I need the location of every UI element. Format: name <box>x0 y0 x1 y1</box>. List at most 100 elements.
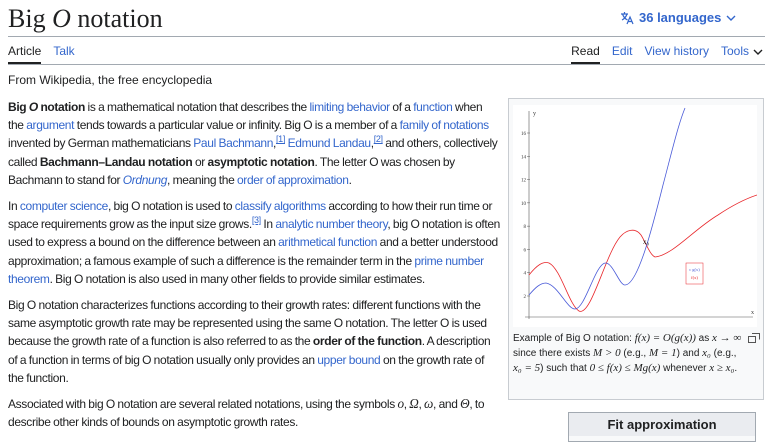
text-run: on the growth rate of the function. <box>8 352 485 385</box>
divider <box>8 64 765 65</box>
text-run: according to how their run time or space… <box>8 199 493 232</box>
link[interactable]: order of approximation <box>236 172 349 187</box>
text-run: Big <box>8 100 29 114</box>
text-run: Θ <box>460 396 470 412</box>
text-run: ω <box>424 396 433 412</box>
text-run: f(x) = O(g(x)) <box>634 332 696 344</box>
y-tick-label: 2 <box>524 295 527 300</box>
text-run: Example of Big O notation: <box>513 333 635 344</box>
link[interactable]: [2] <box>373 134 383 145</box>
paragraph: Associated with big O notation are sever… <box>8 395 500 431</box>
article-body: Big O notation is a mathematical notatio… <box>8 98 500 439</box>
text-run: M > 0 <box>593 347 621 359</box>
text-run: Bachmann–Landau notation <box>39 154 193 169</box>
link[interactable]: Paul Bachmann <box>193 136 274 151</box>
link[interactable]: limiting behavior <box>309 100 390 114</box>
page-title: Big O notation <box>8 4 163 34</box>
tab[interactable]: Talk <box>53 44 75 58</box>
text-run: Ω <box>409 396 419 412</box>
text-run: , <box>370 136 374 151</box>
text-run: . The letter O was chosen by Bachmann to… <box>8 154 455 187</box>
text-run: x → ∞ <box>712 332 742 344</box>
text-run: order of the function <box>312 334 422 349</box>
text-run: In <box>8 199 20 214</box>
view-tabs: Read Edit View history Tools <box>571 44 763 64</box>
y-tick-label: 8 <box>524 225 527 230</box>
enlarge-icon[interactable] <box>748 333 760 343</box>
y-axis-label: y <box>533 111 536 117</box>
text-run: , <box>273 136 277 151</box>
link[interactable]: family of notations <box>399 118 490 133</box>
infobox: Fit approximation <box>568 412 756 442</box>
link[interactable]: [3] <box>251 215 261 226</box>
link[interactable]: function <box>413 100 453 114</box>
figure-caption: Example of Big O notation: f(x) = O(g(x)… <box>513 331 745 376</box>
text-run: . Big O notation is also used in many ot… <box>49 271 426 286</box>
text-run: x₀ = 5 <box>513 362 541 374</box>
text-run: whenever <box>660 363 710 374</box>
tagline: From Wikipedia, the free encyclopedia <box>8 73 213 87</box>
text-run: and others, collectively called <box>8 136 498 169</box>
text-run: ) such that <box>540 363 590 374</box>
graph-image[interactable]: 2 4 6 8 10 12 14 16 y x x₀ c g(x) f(x) <box>513 105 757 327</box>
legend-entry: f(x) <box>691 275 698 280</box>
link[interactable]: classify algorithms <box>234 199 326 214</box>
x-axis-label: x <box>751 310 754 316</box>
text-run: (e.g., <box>710 348 737 359</box>
text-run: is a mathematical notation that describe… <box>84 100 310 114</box>
text-run: . <box>734 363 738 374</box>
text-run: tends towards a particular value or infi… <box>74 118 400 133</box>
infobox-title: Fit approximation <box>569 413 755 436</box>
y-tick-label: 4 <box>524 272 527 277</box>
text-run: Big <box>8 4 53 33</box>
text-run: , to describe other kinds of bounds on a… <box>8 397 485 430</box>
text-run: , big O notation is used to <box>107 199 235 214</box>
chevron <box>753 49 763 55</box>
link[interactable]: computer science <box>19 199 108 214</box>
tab[interactable]: Article <box>8 44 42 64</box>
text-run: asymptotic notation <box>207 154 315 169</box>
y-tick-label: 6 <box>524 248 527 253</box>
tab[interactable]: Edit <box>611 44 633 58</box>
paragraph: Big O notation characterizes functions a… <box>8 296 500 387</box>
text-run: and a better understood approximation; a… <box>8 235 498 268</box>
chevron <box>726 15 736 21</box>
link[interactable]: upper bound <box>317 352 381 367</box>
link[interactable]: arithmetical function <box>278 235 378 250</box>
text-run: or <box>192 154 208 169</box>
paragraph: In computer science, big O notation is u… <box>8 197 500 288</box>
link[interactable]: prime number theorem <box>8 253 484 286</box>
language-button[interactable]: 36 languages <box>620 10 736 25</box>
text-run: M = 1 <box>649 347 677 359</box>
text-run: notation <box>70 4 163 33</box>
text-run: x₀ <box>702 347 711 359</box>
text-run: when the <box>8 100 483 133</box>
text-run: since there exists <box>513 348 594 359</box>
x0-label: x₀ <box>643 238 650 246</box>
text-run: . <box>348 172 352 187</box>
text-run: Associated with big O notation are sever… <box>8 397 398 412</box>
link[interactable]: Edmund Landau <box>287 136 371 151</box>
tab[interactable]: Tools <box>720 44 749 58</box>
text-run: x ≥ x₀ <box>709 362 735 374</box>
tab[interactable]: View history <box>644 44 709 58</box>
language-count[interactable]: 36 languages <box>639 10 722 25</box>
divider <box>8 36 765 37</box>
y-tick-label: 16 <box>521 132 527 137</box>
text-run: , big O notation is often used to expres… <box>8 217 501 250</box>
image-background <box>513 105 757 327</box>
link[interactable]: argument <box>26 118 75 133</box>
text-run: O <box>28 100 38 114</box>
text-run: , <box>418 397 425 412</box>
text-run: O <box>52 4 71 33</box>
y-tick-label: 14 <box>521 155 527 160</box>
link[interactable]: analytic number theory <box>275 217 388 232</box>
link[interactable]: Ordnung <box>122 172 168 187</box>
text-run: of a <box>389 100 414 114</box>
tab[interactable]: Read <box>571 44 600 64</box>
y-tick-label: 12 <box>521 179 527 184</box>
text-run: notation <box>37 100 85 114</box>
link[interactable]: [1] <box>276 134 285 145</box>
text-run: 0 ≤ f(x) ≤ Mg(x) <box>589 362 661 374</box>
